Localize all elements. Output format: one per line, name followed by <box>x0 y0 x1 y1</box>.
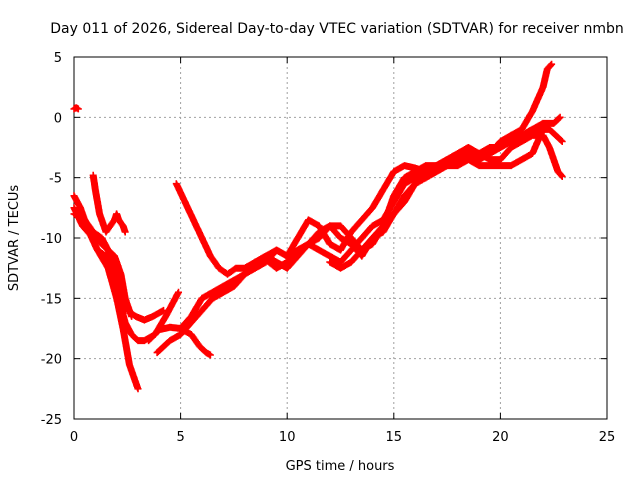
y-axis-label: SDTVAR / TECUs <box>7 185 22 292</box>
x-tick-label: 15 <box>386 430 403 445</box>
series-track-l <box>326 113 564 272</box>
y-tick-label: -20 <box>41 353 62 368</box>
series-markers <box>87 228 136 320</box>
y-tick-label: -25 <box>41 413 62 428</box>
series-track-e <box>87 228 136 320</box>
data-points <box>70 60 566 393</box>
x-tick-label: 10 <box>279 430 296 445</box>
series-track-k <box>209 125 566 302</box>
y-tick-label: -15 <box>41 292 62 307</box>
series-markers <box>209 125 566 302</box>
y-tick-label: 5 <box>54 51 62 66</box>
y-tick-labels: -25 -20 -15 -10 -5 0 5 <box>41 51 62 428</box>
y-tick-label: -10 <box>41 232 62 247</box>
x-tick-labels: 0 5 10 15 20 25 <box>70 430 615 445</box>
x-tick-label: 0 <box>70 430 78 445</box>
series-markers <box>89 171 129 236</box>
series-markers <box>172 131 566 278</box>
series-markers <box>70 104 82 113</box>
x-tick-label: 25 <box>599 430 616 445</box>
x-axis-label: GPS time / hours <box>286 459 395 474</box>
x-tick-label: 5 <box>176 430 184 445</box>
x-tick-label: 20 <box>492 430 509 445</box>
y-tick-label: -5 <box>49 172 62 187</box>
series-track-i <box>172 131 566 278</box>
series-markers <box>326 113 564 272</box>
series-track-j <box>177 60 556 332</box>
series-track-d <box>89 171 129 236</box>
series-track-f <box>70 104 82 113</box>
series-markers <box>177 60 556 332</box>
axis-ticks <box>73 56 608 420</box>
chart-title: Day 011 of 2026, Sidereal Day-to-day VTE… <box>50 21 624 37</box>
y-tick-label: 0 <box>54 111 62 126</box>
